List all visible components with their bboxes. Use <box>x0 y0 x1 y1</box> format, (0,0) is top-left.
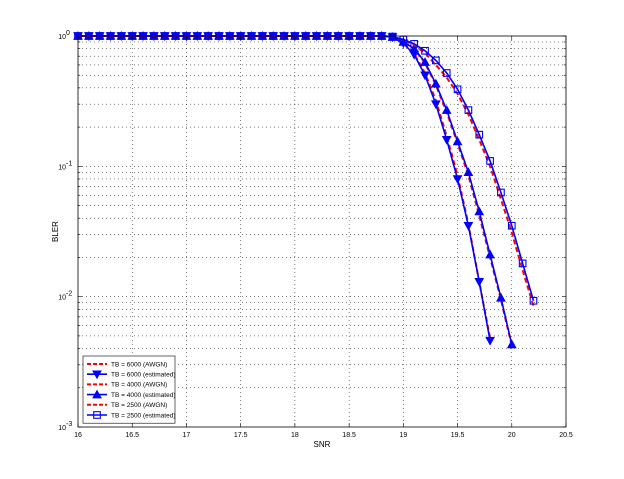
y-tick-label-exponent: 0 <box>66 30 70 37</box>
triangle-down-marker <box>420 71 430 81</box>
square-marker <box>486 157 494 165</box>
triangle-up-marker <box>496 292 506 302</box>
triangle-up-marker <box>92 389 102 399</box>
triangle-down-marker <box>474 278 485 287</box>
triangle-down-marker <box>485 336 495 346</box>
square-marker <box>388 32 397 41</box>
x-tick-label: 20.5 <box>559 432 573 439</box>
square-marker <box>518 259 527 268</box>
triangle-down-marker <box>452 175 463 184</box>
x-tick-label: 18 <box>291 432 299 439</box>
legend-entry-6: TB = 2500 (estimated) <box>87 411 176 419</box>
triangle-down-marker <box>441 135 452 145</box>
y-tick-label: 10 <box>58 164 66 171</box>
legend-label: TB = 6000 (estimated) <box>111 372 176 379</box>
y-tick-label: 10 <box>58 425 66 432</box>
triangle-up-marker <box>420 57 430 66</box>
legend-label: TB = 6000 (AWGN) <box>111 361 167 368</box>
x-tick-label: 20 <box>508 432 516 439</box>
y-tick-label: 10 <box>58 34 66 41</box>
square-marker <box>432 56 440 65</box>
x-tick-label: 18.5 <box>342 432 356 439</box>
triangle-up-marker <box>430 78 441 88</box>
legend-label: TB = 2500 (estimated) <box>111 412 176 419</box>
axes-frame <box>77 35 567 428</box>
square-marker <box>93 411 101 419</box>
triangle-up-marker <box>474 206 485 216</box>
square-marker <box>475 130 484 139</box>
axes-box <box>77 35 567 428</box>
legend-entry-1: TB = 6000 (AWGN) <box>87 361 167 368</box>
x-tick-label: 16 <box>74 432 82 439</box>
legend-entry-3: TB = 4000 (AWGN) <box>87 382 167 389</box>
square-marker <box>453 85 462 94</box>
x-tick-label: 19 <box>399 432 407 439</box>
legend-entry-2: TB = 6000 (estimated) <box>87 370 176 380</box>
square-marker <box>507 221 516 230</box>
x-tick-label: 17 <box>183 432 191 439</box>
triangle-up-marker <box>409 43 420 53</box>
legend-label: TB = 4000 (AWGN) <box>111 382 167 389</box>
y-axis-title: BLER <box>51 221 60 242</box>
legend-label: TB = 2500 (AWGN) <box>111 402 167 409</box>
square-marker <box>442 69 451 77</box>
square-marker <box>421 46 429 55</box>
y-tick-label-exponent: -2 <box>66 291 72 298</box>
triangle-up-marker <box>452 136 463 146</box>
square-marker <box>497 188 505 197</box>
legend-entry-4: TB = 4000 (estimated) <box>87 389 176 399</box>
triangle-down-marker <box>463 221 474 231</box>
y-tick-label: 10 <box>58 295 66 302</box>
square-marker <box>529 296 538 305</box>
square-marker <box>410 40 419 48</box>
y-tick-label-exponent: -3 <box>66 421 72 428</box>
y-tick-label-exponent: -1 <box>66 160 72 167</box>
grid-lines <box>78 36 566 427</box>
legend-entry-5: TB = 2500 (AWGN) <box>87 402 167 409</box>
triangle-up-marker <box>485 249 495 259</box>
triangle-down-marker <box>92 370 102 380</box>
legend: TB = 6000 (AWGN) TB = 6000 (estimated) TB … <box>82 355 176 424</box>
triangle-up-marker <box>441 105 452 114</box>
tick-labels: 16 16.5 17 17.5 18 18.5 19 19.5 20 20.510-310-210… <box>58 30 573 439</box>
triangle-up-marker <box>506 339 517 349</box>
legend-label: TB = 4000 (estimated) <box>111 392 176 399</box>
x-tick-label: 16.5 <box>125 432 139 439</box>
x-tick-label: 19.5 <box>451 432 465 439</box>
x-axis-title: SNR <box>314 440 331 449</box>
square-marker <box>464 106 473 114</box>
triangle-down-marker <box>430 100 441 110</box>
x-tick-label: 17.5 <box>234 432 248 439</box>
triangle-up-marker <box>463 167 474 177</box>
